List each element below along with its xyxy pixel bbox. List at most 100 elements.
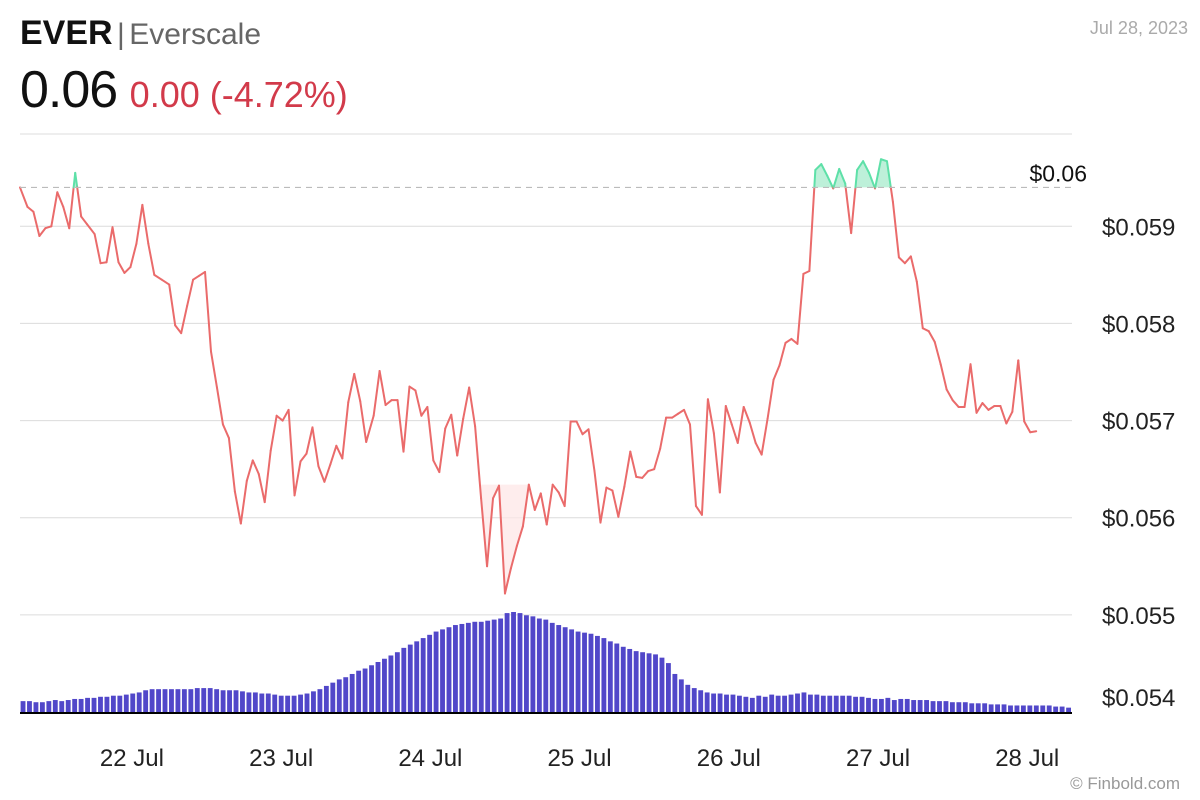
price-segment: [635, 475, 644, 479]
price-segment: [527, 483, 536, 511]
price-segment: [778, 341, 787, 367]
price-segment: [891, 201, 900, 259]
price-segment: [539, 492, 548, 526]
volume-bar: [672, 673, 678, 712]
y-tick-label: $0.059: [1102, 214, 1175, 241]
volume-bar: [833, 695, 839, 712]
volume-bar: [698, 690, 704, 712]
volume-bar: [853, 696, 859, 712]
price-segment: [796, 272, 805, 345]
price-segment: [533, 492, 542, 511]
price-segment: [766, 378, 775, 420]
price-segment: [426, 405, 435, 462]
volume-bar: [382, 658, 387, 712]
volume-bar: [911, 700, 917, 712]
volume-bar: [265, 693, 271, 712]
x-tick-label: 24 Jul: [398, 745, 462, 772]
volume-bar: [988, 704, 994, 712]
price-segment: [844, 186, 853, 235]
volume-bar: [156, 689, 161, 712]
volume-bar: [375, 662, 381, 712]
volume-bar: [1008, 705, 1013, 712]
price-segment: [450, 413, 459, 457]
volume-bar: [769, 694, 775, 712]
volume-bar: [291, 695, 297, 712]
grid-lines: [20, 133, 1072, 616]
volume-bar: [982, 703, 988, 712]
volume-bar: [1020, 705, 1026, 712]
price-segment: [408, 385, 417, 392]
price-segment: [287, 408, 296, 497]
price-segment: [257, 473, 266, 504]
volume-bar: [175, 689, 181, 712]
price-segment: [826, 174, 834, 189]
volume-bar: [85, 697, 90, 712]
volume-bar: [472, 621, 478, 712]
price-segment: [359, 400, 368, 443]
price-segment: [160, 278, 171, 286]
volume-bar: [349, 673, 355, 712]
volume-bar: [110, 695, 116, 712]
price-segment: [129, 242, 138, 269]
volume-bar: [317, 689, 323, 712]
volume-bar: [407, 644, 413, 712]
price-segment: [832, 167, 841, 189]
volume-bar: [181, 689, 187, 712]
price-segment: [868, 171, 876, 189]
volume-bar: [220, 690, 226, 712]
volume-bar: [724, 694, 729, 712]
above-reference-fill: [855, 161, 875, 188]
price-segment: [545, 483, 554, 526]
price-segment: [68, 186, 75, 230]
price-segment: [1005, 410, 1014, 425]
volume-bar: [188, 689, 194, 712]
volume-bar: [504, 613, 510, 712]
price-segment: [456, 417, 465, 457]
volume-bar: [801, 692, 807, 712]
dip-fill: [481, 484, 529, 594]
volume-bar: [665, 663, 671, 712]
price-segment: [933, 340, 942, 366]
chart-header: EVER | Everscale: [20, 14, 261, 53]
price-segment: [509, 544, 518, 570]
price-segment: [605, 486, 614, 492]
volume-bar: [788, 694, 794, 712]
price-segment: [245, 459, 254, 482]
volume-bar: [91, 697, 97, 712]
volume-bar: [446, 627, 452, 712]
title-separator: |: [117, 18, 125, 51]
price-segment: [838, 167, 847, 185]
price-segment: [813, 168, 817, 189]
volume-bar: [685, 684, 691, 712]
price-segment: [903, 255, 912, 265]
price-segment: [700, 398, 709, 516]
price-segment: [802, 269, 811, 275]
y-axis: $0.054 $0.055 $0.056 $0.057 $0.058 $0.059: [1102, 214, 1175, 712]
volume-bar: [743, 696, 749, 712]
volume-bar: [969, 703, 975, 712]
price-line: [19, 158, 1038, 595]
volume-bar: [730, 694, 736, 712]
volume-bar: [807, 694, 813, 712]
price-segment: [915, 280, 924, 330]
price-segment: [239, 479, 248, 525]
price-segment: [347, 372, 356, 404]
price-segment: [724, 405, 733, 426]
price-segment: [402, 385, 411, 453]
price-segment: [93, 233, 102, 265]
volume-bar: [775, 695, 781, 712]
volume-bar: [149, 689, 155, 712]
volume-bar: [549, 622, 555, 712]
price-segment: [468, 386, 477, 428]
price-segment: [444, 413, 453, 430]
volume-bar: [304, 693, 310, 712]
volume-bar: [136, 692, 142, 712]
price-segment: [281, 408, 290, 422]
price-segment: [305, 426, 314, 455]
reference-line: $0.06: [20, 160, 1087, 189]
price-segment: [486, 497, 495, 568]
price-segment: [293, 460, 302, 497]
price-segment: [462, 386, 471, 420]
volume-bar: [98, 696, 103, 712]
volume-bar: [633, 651, 639, 712]
